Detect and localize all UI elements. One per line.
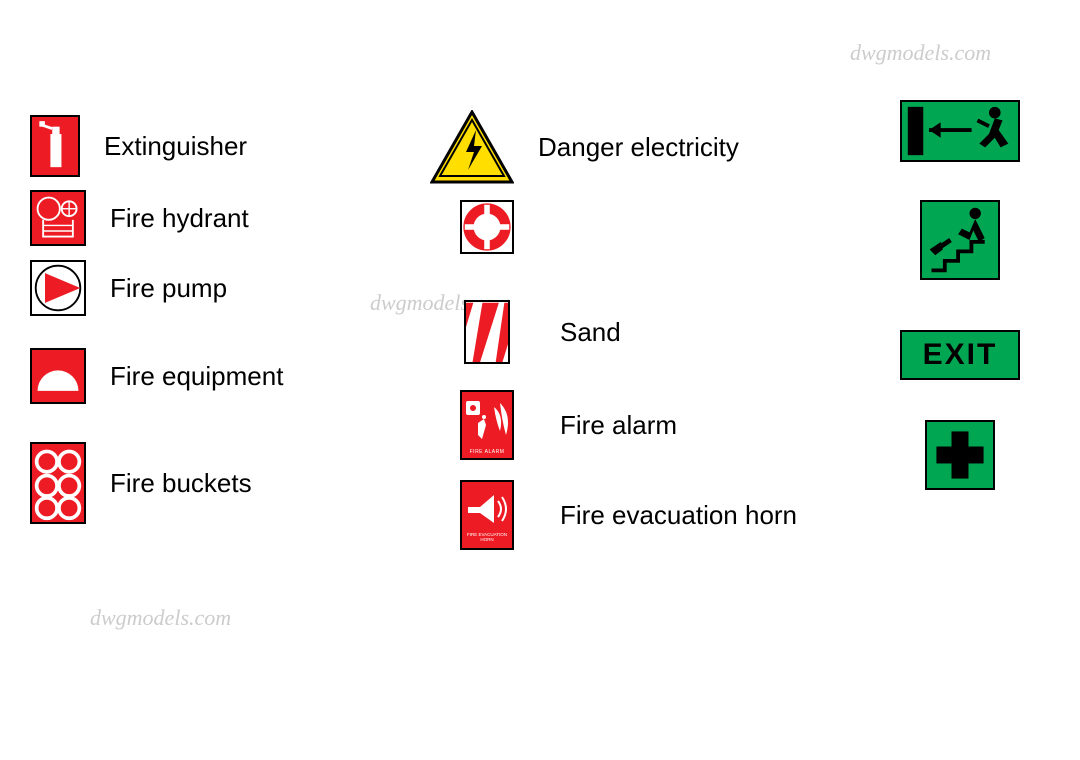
lifebuoy-icon: [460, 200, 514, 254]
exit-text-sign: EXIT: [900, 330, 1020, 380]
row-buckets: Fire buckets: [30, 442, 252, 524]
extinguisher-icon: [30, 115, 80, 177]
firealarm-sublabel: FIRE ALARM: [470, 449, 505, 455]
label-sand: Sand: [560, 317, 621, 348]
exit-text-label: EXIT: [923, 338, 998, 372]
buckets-icon: [30, 442, 86, 524]
pump-icon: [30, 260, 86, 316]
row-lifebuoy: [460, 200, 514, 254]
row-firealarm: FIRE ALARM Fire alarm: [460, 390, 677, 460]
row-equipment: Fire equipment: [30, 348, 283, 404]
label-pump: Fire pump: [110, 273, 227, 304]
label-extinguisher: Extinguisher: [104, 131, 247, 162]
horn-icon: FIRE EVACUATION HORN: [460, 480, 514, 550]
label-firealarm: Fire alarm: [560, 410, 677, 441]
label-horn: Fire evacuation horn: [560, 500, 797, 531]
first-aid-icon: [925, 420, 995, 490]
row-sand: Sand: [464, 300, 621, 364]
row-pump: Fire pump: [30, 260, 227, 316]
equipment-icon: [30, 348, 86, 404]
sand-icon: [464, 300, 510, 364]
watermark-1: dwgmodels.com: [850, 40, 991, 66]
horn-sublabel: FIRE EVACUATION HORN: [462, 533, 512, 543]
label-electricity: Danger electricity: [538, 132, 739, 163]
label-buckets: Fire buckets: [110, 468, 252, 499]
electricity-icon: [430, 110, 514, 184]
row-extinguisher: Extinguisher: [30, 115, 247, 177]
firealarm-icon: FIRE ALARM: [460, 390, 514, 460]
exit-left-run-icon: [900, 100, 1020, 162]
watermark-3: dwgmodels.com: [90, 605, 231, 631]
hydrant-icon: [30, 190, 86, 246]
label-hydrant: Fire hydrant: [110, 203, 249, 234]
row-horn: FIRE EVACUATION HORN Fire evacuation hor…: [460, 480, 797, 550]
label-equipment: Fire equipment: [110, 361, 283, 392]
stairs-down-icon: [920, 200, 1000, 280]
row-hydrant: Fire hydrant: [30, 190, 249, 246]
row-electricity: Danger electricity: [430, 110, 739, 184]
